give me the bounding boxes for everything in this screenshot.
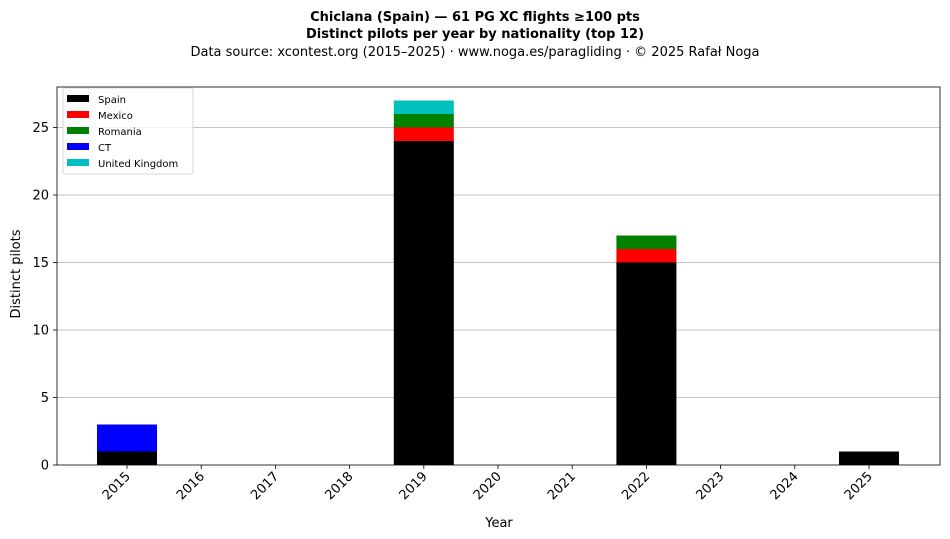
legend-swatch — [67, 143, 89, 150]
bar-segment — [393, 114, 454, 128]
y-tick-label: 20 — [32, 189, 49, 204]
bar-segment — [839, 451, 899, 465]
x-tick-label: 2017 — [248, 469, 282, 503]
x-tick-label: 2021 — [545, 469, 579, 503]
x-tick-label: 2020 — [471, 469, 505, 503]
legend-label: United Kingdom — [98, 159, 178, 170]
x-tick-label: 2019 — [397, 469, 431, 503]
x-tick-label: 2022 — [619, 469, 653, 503]
bar-segment — [616, 249, 677, 263]
x-tick-label: 2024 — [768, 469, 802, 503]
legend-label: CT — [98, 143, 112, 154]
legend-box — [62, 87, 194, 175]
bar-segment — [616, 262, 677, 465]
x-tick-label: 2023 — [693, 469, 727, 503]
y-axis-label: Distinct pilots — [9, 229, 24, 318]
x-axis-label: Year — [484, 516, 513, 531]
bar-segment — [393, 127, 454, 141]
y-tick-label: 10 — [32, 324, 49, 339]
y-tick-label: 0 — [41, 459, 49, 474]
bar-segment — [97, 424, 157, 452]
legend-swatch — [67, 95, 89, 102]
legend-swatch — [67, 111, 89, 118]
chart-title-line1: Chiclana (Spain) — 61 PG XC flights ≥100… — [310, 10, 640, 25]
chart-subtitle: Data source: xcontest.org (2015–2025) · … — [190, 45, 759, 60]
y-tick-label: 5 — [41, 391, 49, 406]
legend-swatch — [67, 127, 89, 134]
y-tick-label: 25 — [32, 121, 49, 136]
bar-segment — [616, 235, 677, 249]
x-tick-label: 2015 — [100, 469, 134, 503]
legend-label: Spain — [98, 95, 126, 106]
legend-label: Mexico — [98, 111, 133, 122]
x-tick-label: 2016 — [174, 469, 208, 503]
legend-label: Romania — [98, 127, 142, 138]
bar-segment — [393, 141, 454, 465]
x-tick-label: 2018 — [322, 469, 356, 503]
chart-title-line2: Distinct pilots per year by nationality … — [306, 27, 644, 42]
bar-segment — [393, 100, 454, 114]
y-tick-label: 15 — [32, 256, 49, 271]
x-tick-label: 2025 — [842, 469, 876, 503]
legend-swatch — [67, 159, 89, 166]
plot-frame — [56, 86, 941, 466]
bar-segment — [97, 451, 157, 465]
